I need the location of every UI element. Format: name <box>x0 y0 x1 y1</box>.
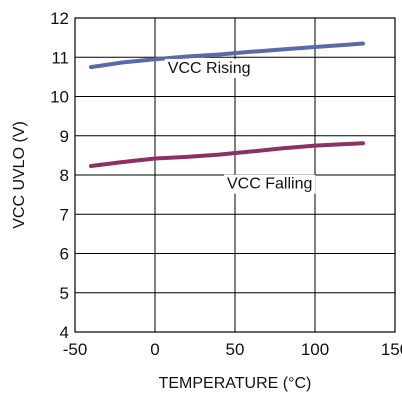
y-tick-label: 7 <box>60 205 69 224</box>
y-axis-title: VCC UVLO (V) <box>11 121 28 229</box>
x-tick-label: -50 <box>63 340 88 359</box>
y-tick-label: 9 <box>60 127 69 146</box>
annotation-background <box>224 174 316 194</box>
x-axis-title: TEMPERATURE (°C) <box>159 375 312 392</box>
series-line-vcc-rising <box>89 41 365 70</box>
y-tick-label: 10 <box>50 88 69 107</box>
y-tick-label: 8 <box>60 166 69 185</box>
y-tick-label: 6 <box>60 245 69 264</box>
x-tick-labels: -50 0 50 100 150 <box>63 340 402 359</box>
y-tick-label: 12 <box>50 9 69 28</box>
annotation-background <box>164 58 254 78</box>
y-tick-label: 11 <box>51 48 69 67</box>
x-tick-label: 50 <box>226 340 245 359</box>
annotation-label: VCC Falling <box>227 176 312 193</box>
y-tick-labels: 4 5 6 7 8 9 10 11 12 <box>50 9 69 342</box>
series-line-vcc-falling <box>89 141 365 168</box>
annotation-labels: VCC Rising VCC Falling <box>164 58 316 194</box>
y-tick-label: 4 <box>60 323 69 342</box>
x-tick-label: 0 <box>150 340 159 359</box>
plot-frame <box>74 17 396 333</box>
annotation-label: VCC Rising <box>168 60 251 77</box>
y-tick-label: 5 <box>60 284 69 303</box>
x-tick-label: 100 <box>301 340 329 359</box>
series-lines <box>89 41 365 168</box>
x-tick-label: 150 <box>381 340 402 359</box>
